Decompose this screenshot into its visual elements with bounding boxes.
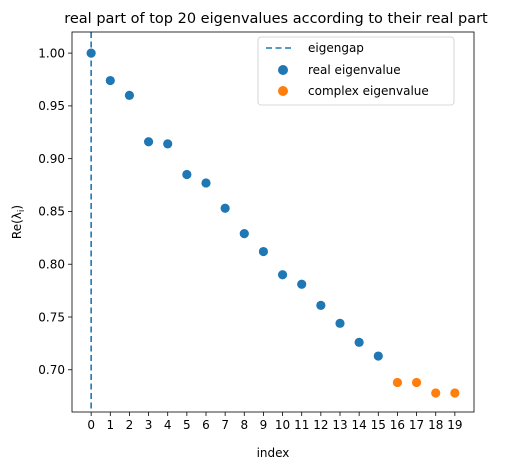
- legend-box: [257, 36, 455, 106]
- real-eigenvalue-point-10: [277, 270, 288, 280]
- x-axis-label: index: [257, 446, 290, 460]
- x-tick-label-12: 12: [313, 418, 328, 432]
- x-tick-label-13: 13: [332, 418, 347, 432]
- x-tick-label-8: 8: [240, 418, 248, 432]
- complex-eigenvalue-point-18: [431, 388, 441, 398]
- y-axis-label: Re(λi): [10, 205, 27, 239]
- y-tick-label-0.90: 0.90: [38, 152, 65, 166]
- complex-eigenvalue-point-16: [392, 377, 403, 388]
- real-eigenvalue-point-8: [239, 229, 249, 239]
- real-eigenvalue-point-3: [143, 137, 154, 147]
- real-eigenvalue-point-9: [258, 246, 269, 257]
- y-tick-label-0.80: 0.80: [38, 258, 65, 272]
- x-tick-label-7: 7: [221, 418, 229, 432]
- real-eigenvalue-point-6: [201, 178, 211, 188]
- x-tick-label-19: 19: [447, 418, 462, 432]
- x-tick-label-5: 5: [183, 418, 191, 432]
- real-eigenvalue-point-5: [182, 169, 192, 180]
- x-tick-label-9: 9: [260, 418, 268, 432]
- real-eigenvalue-point-13: [335, 318, 345, 328]
- legend-eigengap-label: eigengap: [308, 41, 364, 55]
- real-eigenvalue-point-4: [163, 139, 173, 149]
- x-tick-label-14: 14: [352, 418, 367, 432]
- real-eigenvalue-point-2: [124, 90, 135, 100]
- y-tick-label-0.70: 0.70: [38, 363, 65, 377]
- x-tick-label-2: 2: [126, 418, 134, 432]
- legend-real-eigenvalue-marker: [278, 65, 288, 75]
- x-tick-label-10: 10: [275, 418, 290, 432]
- y-tick-label-0.85: 0.85: [38, 205, 65, 219]
- x-tick-label-17: 17: [409, 418, 424, 432]
- y-axis: 0.70 0.75 0.80 0.85 0.90 0.95 1.00: [38, 46, 72, 377]
- plot-frame: [71, 31, 475, 413]
- legend-real-eigenvalue-label: real eigenvalue: [308, 63, 401, 77]
- real-eigenvalue-point-14: [354, 337, 364, 347]
- legend-complex-eigenvalue-marker: [278, 86, 288, 96]
- x-tick-label-1: 1: [106, 418, 114, 432]
- y-tick-label-0.75: 0.75: [38, 310, 65, 324]
- complex-eigenvalue-point-19: [450, 388, 460, 398]
- real-eigenvalue-point-7: [220, 203, 230, 213]
- real-eigenvalue-point-0: [86, 48, 96, 58]
- legend-complex-eigenvalue-label: complex eigenvalue: [308, 84, 429, 98]
- legend: eigengap real eigenvalue complex eigenva…: [257, 36, 455, 106]
- data-points: [86, 48, 460, 398]
- x-tick-label-15: 15: [371, 418, 386, 432]
- x-tick-label-6: 6: [202, 418, 210, 432]
- y-tick-label-0.95: 0.95: [38, 99, 65, 113]
- x-tick-label-16: 16: [390, 418, 405, 432]
- real-eigenvalue-point-11: [297, 279, 307, 289]
- x-tick-label-18: 18: [428, 418, 443, 432]
- x-axis: 0 1 2 3 4 5 6 7 8 9 10 11 12 13 14 15 16 17 18 19: [87, 412, 462, 432]
- x-tick-label-11: 11: [294, 418, 309, 432]
- x-tick-label-4: 4: [164, 418, 172, 432]
- x-tick-label-3: 3: [145, 418, 153, 432]
- x-tick-label-0: 0: [87, 418, 95, 432]
- real-eigenvalue-point-1: [105, 75, 115, 86]
- y-tick-label-1.00: 1.00: [38, 46, 65, 60]
- complex-eigenvalue-point-17: [411, 377, 422, 388]
- chart-title: real part of top 20 eigenvalues accordin…: [64, 11, 488, 27]
- real-eigenvalue-point-12: [316, 300, 326, 310]
- real-eigenvalue-point-15: [373, 351, 383, 361]
